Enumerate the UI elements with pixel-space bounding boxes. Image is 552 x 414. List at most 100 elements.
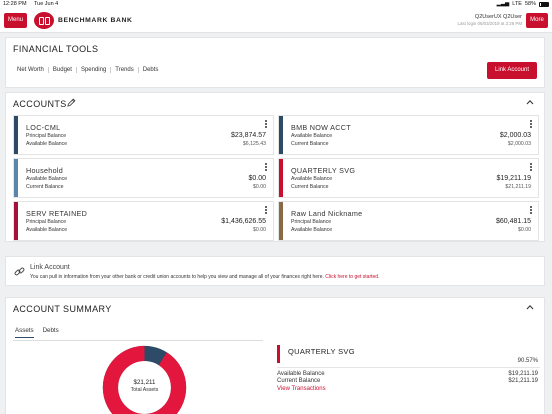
account-name: Raw Land Nickname — [291, 209, 363, 218]
detail-account-name: QUARTERLY SVG — [288, 347, 355, 356]
ios-status-bar: 12:28 PM Tue Jun 4 ▂▃▅ LTE 58% — [0, 0, 552, 9]
tab-assets[interactable]: Assets — [15, 327, 34, 338]
account-summary-title: ACCOUNT SUMMARY — [13, 304, 112, 314]
account-name: LOC-CML — [26, 123, 61, 132]
nav-spending[interactable]: Spending — [75, 67, 110, 73]
account-tile-serv-retained[interactable]: SERV RETAINED Principal Balance $1,436,6… — [13, 201, 274, 241]
account-value-1: $1,436,626.55 — [221, 218, 266, 225]
account-value-2: $2,000.03 — [507, 141, 531, 147]
account-tile-bmb-now[interactable]: BMB NOW ACCT Available Balance $2,000.03… — [278, 115, 539, 155]
menu-button[interactable]: Menu — [4, 13, 27, 28]
get-started-link[interactable]: Click here to get started. — [325, 274, 380, 280]
account-color-bar — [14, 159, 18, 197]
kebab-menu-icon[interactable] — [529, 162, 533, 172]
detail-color-bar — [277, 345, 280, 363]
detail-label-1: Available Balance — [277, 371, 325, 377]
kebab-menu-icon[interactable] — [264, 205, 268, 215]
account-name: BMB NOW ACCT — [291, 123, 351, 132]
last-login: Last login 06/03/2019 at 2:26 PM — [457, 21, 522, 26]
bank-logo-icon — [34, 12, 54, 29]
nav-trends[interactable]: Trends — [110, 67, 137, 73]
summary-tabs: Assets Debts — [15, 327, 68, 338]
account-color-bar — [279, 202, 283, 240]
kebab-menu-icon[interactable] — [529, 119, 533, 129]
link-account-button[interactable]: Link Account — [487, 62, 537, 79]
account-label-2: Available Balance — [26, 227, 68, 233]
status-time: 12:28 PM — [3, 1, 27, 7]
account-value-1: $23,874.57 — [230, 132, 266, 139]
donut-hole — [118, 361, 171, 414]
account-label-1: Available Balance — [291, 133, 333, 139]
link-chain-icon — [14, 267, 25, 276]
donut-percent-label: 91% — [139, 406, 150, 411]
account-color-bar — [279, 159, 283, 197]
account-value-1: $0.00 — [248, 175, 266, 182]
app-header: Menu BENCHMARK BANK Q2UserUX Q2User Last… — [0, 9, 552, 33]
detail-divider — [277, 367, 540, 368]
account-color-bar — [279, 116, 283, 154]
account-value-2: $0.00 — [253, 184, 266, 190]
account-label-1: Principal Balance — [291, 219, 332, 225]
nav-budget[interactable]: Budget — [47, 67, 76, 73]
donut-primary-segment — [102, 345, 187, 414]
link-account-description: You can pull in information from your ot… — [30, 274, 379, 280]
nav-debts[interactable]: Debts — [137, 67, 163, 73]
account-label-2: Available Balance — [291, 227, 333, 233]
account-name: Household — [26, 166, 64, 175]
kebab-menu-icon[interactable] — [529, 205, 533, 215]
account-tile-raw-land[interactable]: Raw Land Nickname Principal Balance $60,… — [278, 201, 539, 241]
account-summary-card: ACCOUNT SUMMARY Assets Debts $21,211 Tot… — [5, 297, 545, 414]
tabs-divider — [13, 340, 263, 341]
account-value-1: $2,000.03 — [499, 132, 531, 139]
account-label-2: Current Balance — [291, 141, 329, 147]
account-value-2: $21,211.19 — [505, 184, 531, 190]
link-account-card: Link Account You can pull in information… — [5, 256, 545, 286]
accounts-title: ACCOUNTS — [13, 99, 67, 109]
tab-debts[interactable]: Debts — [42, 327, 59, 334]
account-name: SERV RETAINED — [26, 209, 88, 218]
account-value-1: $19,211.19 — [496, 175, 531, 182]
account-value-1: $60,481.15 — [495, 218, 531, 225]
detail-value-2: $21,211.19 — [508, 378, 538, 384]
account-tile-loc-cml[interactable]: LOC-CML Principal Balance $23,874.57 Ava… — [13, 115, 274, 155]
financial-tools-nav: Net Worth Budget Spending Trends Debts — [13, 67, 162, 73]
account-value-2: $0.00 — [518, 227, 531, 233]
financial-tools-title: FINANCIAL TOOLS — [13, 44, 99, 54]
chevron-up-icon[interactable] — [526, 99, 534, 105]
account-color-bar — [14, 202, 18, 240]
financial-tools-card: FINANCIAL TOOLS Net Worth Budget Spendin… — [5, 37, 545, 88]
kebab-menu-icon[interactable] — [264, 162, 268, 172]
battery-percent: 58% — [524, 1, 536, 7]
user-name: Q2UserUX Q2User — [474, 14, 522, 20]
chevron-up-icon[interactable] — [526, 304, 534, 310]
more-button[interactable]: More — [526, 13, 548, 28]
view-transactions-link[interactable]: View Transactions — [277, 386, 326, 392]
account-label-1: Available Balance — [26, 176, 68, 182]
detail-value-1: $19,211.19 — [508, 371, 538, 377]
account-label-1: Principal Balance — [26, 133, 67, 139]
link-account-title: Link Account — [30, 264, 70, 271]
account-color-bar — [14, 116, 18, 154]
kebab-menu-icon[interactable] — [264, 119, 268, 129]
account-tile-quarterly-svg[interactable]: QUARTERLY SVG Available Balance $19,211.… — [278, 158, 539, 198]
link-account-text: You can pull in information from your ot… — [30, 274, 326, 280]
account-name: QUARTERLY SVG — [291, 166, 356, 175]
network-label: LTE — [512, 1, 522, 7]
assets-donut-chart[interactable] — [102, 345, 187, 414]
account-label-1: Available Balance — [291, 176, 333, 182]
detail-percent: 90.57% — [517, 358, 538, 364]
status-date: Tue Jun 4 — [33, 1, 59, 7]
account-label-2: Current Balance — [291, 184, 329, 190]
donut-total-value: $21,211 — [133, 379, 156, 386]
nav-net-worth[interactable]: Net Worth — [17, 67, 44, 73]
account-tile-household[interactable]: Household Available Balance $0.00 Curren… — [13, 158, 274, 198]
battery-icon — [539, 1, 549, 7]
detail-label-2: Current Balance — [277, 378, 321, 384]
brand-logo: BENCHMARK BANK — [34, 12, 132, 29]
account-value-2: $6,125.43 — [242, 141, 266, 147]
signal-icon: ▂▃▅ — [496, 1, 510, 7]
donut-total-label: Total Assets — [130, 387, 159, 393]
account-value-2: $0.00 — [253, 227, 266, 233]
pencil-icon[interactable] — [67, 98, 76, 107]
user-info: Q2UserUX Q2User Last login 06/03/2019 at… — [458, 14, 522, 26]
